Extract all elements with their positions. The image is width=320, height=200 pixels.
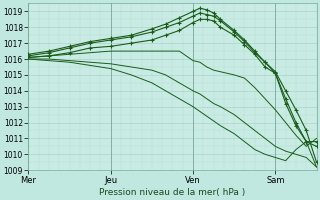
X-axis label: Pression niveau de la mer( hPa ): Pression niveau de la mer( hPa )	[99, 188, 245, 197]
